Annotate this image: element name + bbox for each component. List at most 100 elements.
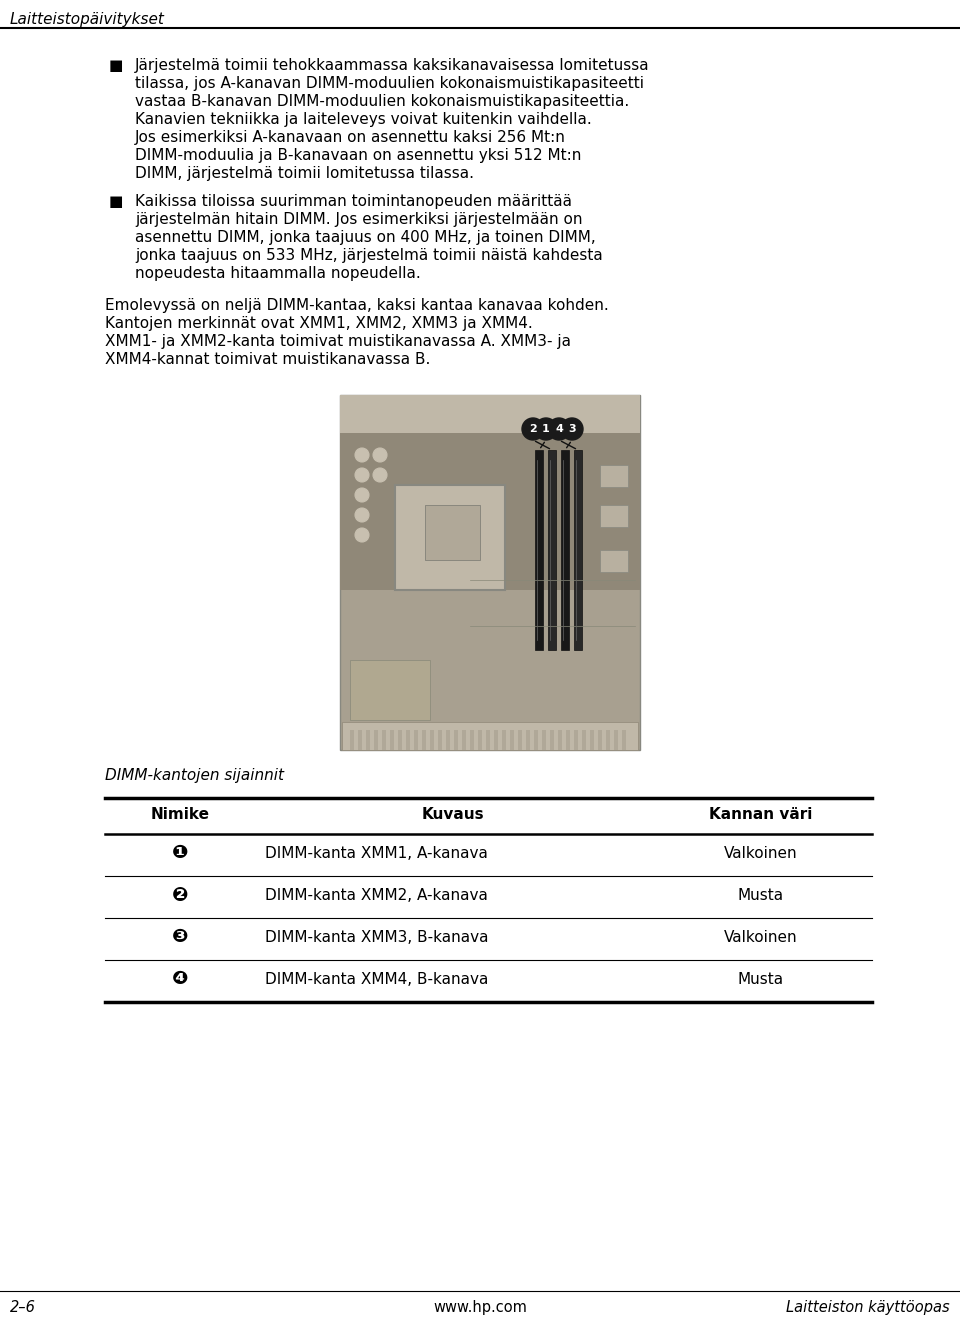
- Bar: [558, 730, 562, 750]
- Bar: [425, 505, 480, 560]
- Circle shape: [355, 488, 369, 502]
- Bar: [598, 730, 602, 750]
- Text: nopeudesta hitaammalla nopeudella.: nopeudesta hitaammalla nopeudella.: [135, 266, 420, 280]
- Bar: [606, 730, 610, 750]
- Bar: [350, 661, 430, 720]
- Text: Kantojen merkinnät ovat XMM1, XMM2, XMM3 ja XMM4.: Kantojen merkinnät ovat XMM1, XMM2, XMM3…: [105, 316, 533, 331]
- Bar: [600, 465, 628, 486]
- Bar: [406, 730, 410, 750]
- Text: XMM4-kannat toimivat muistikanavassa B.: XMM4-kannat toimivat muistikanavassa B.: [105, 352, 430, 367]
- Circle shape: [355, 508, 369, 522]
- Bar: [340, 395, 640, 750]
- Text: ❸: ❸: [172, 928, 188, 946]
- Bar: [366, 730, 370, 750]
- Text: 3: 3: [568, 424, 576, 435]
- Text: ■: ■: [108, 194, 123, 209]
- Circle shape: [355, 468, 369, 482]
- Bar: [622, 730, 626, 750]
- Text: Nimike: Nimike: [151, 807, 209, 823]
- Text: Kuvaus: Kuvaus: [421, 807, 484, 823]
- Bar: [510, 730, 514, 750]
- Bar: [342, 722, 638, 750]
- Bar: [486, 730, 490, 750]
- Text: vastaa B-kanavan DIMM-moduulien kokonaismuistikapasiteettia.: vastaa B-kanavan DIMM-moduulien kokonais…: [135, 94, 629, 109]
- Text: Musta: Musta: [738, 888, 784, 902]
- Bar: [574, 451, 582, 650]
- Text: Valkoinen: Valkoinen: [724, 929, 798, 945]
- Bar: [518, 730, 522, 750]
- Text: 1: 1: [542, 424, 550, 435]
- Text: Laitteiston käyttöopas: Laitteiston käyttöopas: [786, 1300, 950, 1314]
- Bar: [574, 730, 578, 750]
- Text: DIMM-kanta XMM3, B-kanava: DIMM-kanta XMM3, B-kanava: [265, 929, 489, 945]
- Circle shape: [561, 419, 583, 440]
- Bar: [382, 730, 386, 750]
- Text: Emolevyssä on neljä DIMM-kantaa, kaksi kantaa kanavaa kohden.: Emolevyssä on neljä DIMM-kantaa, kaksi k…: [105, 298, 609, 314]
- Bar: [470, 730, 474, 750]
- Text: DIMM-moduulia ja B-kanavaan on asennettu yksi 512 Mt:n: DIMM-moduulia ja B-kanavaan on asennettu…: [135, 148, 582, 163]
- Circle shape: [373, 448, 387, 462]
- Bar: [614, 730, 618, 750]
- Bar: [478, 730, 482, 750]
- Text: järjestelmän hitain DIMM. Jos esimerkiksi järjestelmään on: järjestelmän hitain DIMM. Jos esimerkiks…: [135, 213, 583, 227]
- Text: ❷: ❷: [172, 885, 188, 905]
- Bar: [462, 730, 466, 750]
- Bar: [535, 451, 543, 650]
- Text: ■: ■: [108, 58, 123, 73]
- Text: tilassa, jos A-kanavan DIMM-moduulien kokonaismuistikapasiteetti: tilassa, jos A-kanavan DIMM-moduulien ko…: [135, 76, 644, 90]
- Text: Musta: Musta: [738, 971, 784, 986]
- Bar: [340, 395, 640, 433]
- Bar: [582, 730, 586, 750]
- Circle shape: [355, 448, 369, 462]
- Bar: [600, 505, 628, 528]
- Circle shape: [522, 419, 544, 440]
- Bar: [390, 730, 394, 750]
- Text: Kannan väri: Kannan väri: [709, 807, 813, 823]
- Text: DIMM-kanta XMM1, A-kanava: DIMM-kanta XMM1, A-kanava: [265, 845, 488, 860]
- Text: www.hp.com: www.hp.com: [433, 1300, 527, 1314]
- Bar: [526, 730, 530, 750]
- Text: Laitteistopäivitykset: Laitteistopäivitykset: [10, 12, 165, 27]
- Bar: [566, 730, 570, 750]
- Bar: [502, 730, 506, 750]
- Circle shape: [355, 528, 369, 542]
- Text: Jos esimerkiksi A-kanavaan on asennettu kaksi 256 Mt:n: Jos esimerkiksi A-kanavaan on asennettu …: [135, 130, 565, 145]
- Bar: [398, 730, 402, 750]
- Circle shape: [548, 419, 570, 440]
- Text: DIMM, järjestelmä toimii lomitetussa tilassa.: DIMM, järjestelmä toimii lomitetussa til…: [135, 166, 474, 181]
- Bar: [422, 730, 426, 750]
- Bar: [561, 451, 569, 650]
- Circle shape: [535, 419, 557, 440]
- Text: ❶: ❶: [172, 844, 188, 863]
- Bar: [374, 730, 378, 750]
- Text: asennettu DIMM, jonka taajuus on 400 MHz, ja toinen DIMM,: asennettu DIMM, jonka taajuus on 400 MHz…: [135, 230, 596, 245]
- Text: Valkoinen: Valkoinen: [724, 845, 798, 860]
- Bar: [430, 730, 434, 750]
- Bar: [600, 550, 628, 571]
- Text: 2–6: 2–6: [10, 1300, 36, 1314]
- Bar: [548, 451, 556, 650]
- Text: jonka taajuus on 533 MHz, järjestelmä toimii näistä kahdesta: jonka taajuus on 533 MHz, järjestelmä to…: [135, 249, 603, 263]
- Bar: [454, 730, 458, 750]
- Text: ❹: ❹: [172, 969, 188, 989]
- Text: DIMM-kanta XMM4, B-kanava: DIMM-kanta XMM4, B-kanava: [265, 971, 489, 986]
- Bar: [550, 730, 554, 750]
- Text: DIMM-kanta XMM2, A-kanava: DIMM-kanta XMM2, A-kanava: [265, 888, 488, 902]
- Text: Kaikissa tiloissa suurimman toimintanopeuden määrittää: Kaikissa tiloissa suurimman toimintanope…: [135, 194, 572, 209]
- Circle shape: [373, 468, 387, 482]
- Bar: [340, 395, 640, 590]
- Bar: [358, 730, 362, 750]
- Bar: [438, 730, 442, 750]
- Text: 2: 2: [529, 424, 537, 435]
- Bar: [590, 730, 594, 750]
- Bar: [542, 730, 546, 750]
- Bar: [414, 730, 418, 750]
- Bar: [494, 730, 498, 750]
- Bar: [446, 730, 450, 750]
- Text: DIMM-kantojen sijainnit: DIMM-kantojen sijainnit: [105, 768, 284, 783]
- Text: Järjestelmä toimii tehokkaammassa kaksikanavaisessa lomitetussa: Järjestelmä toimii tehokkaammassa kaksik…: [135, 58, 650, 73]
- Bar: [534, 730, 538, 750]
- Bar: [395, 485, 505, 590]
- Bar: [350, 730, 354, 750]
- Text: 4: 4: [555, 424, 563, 435]
